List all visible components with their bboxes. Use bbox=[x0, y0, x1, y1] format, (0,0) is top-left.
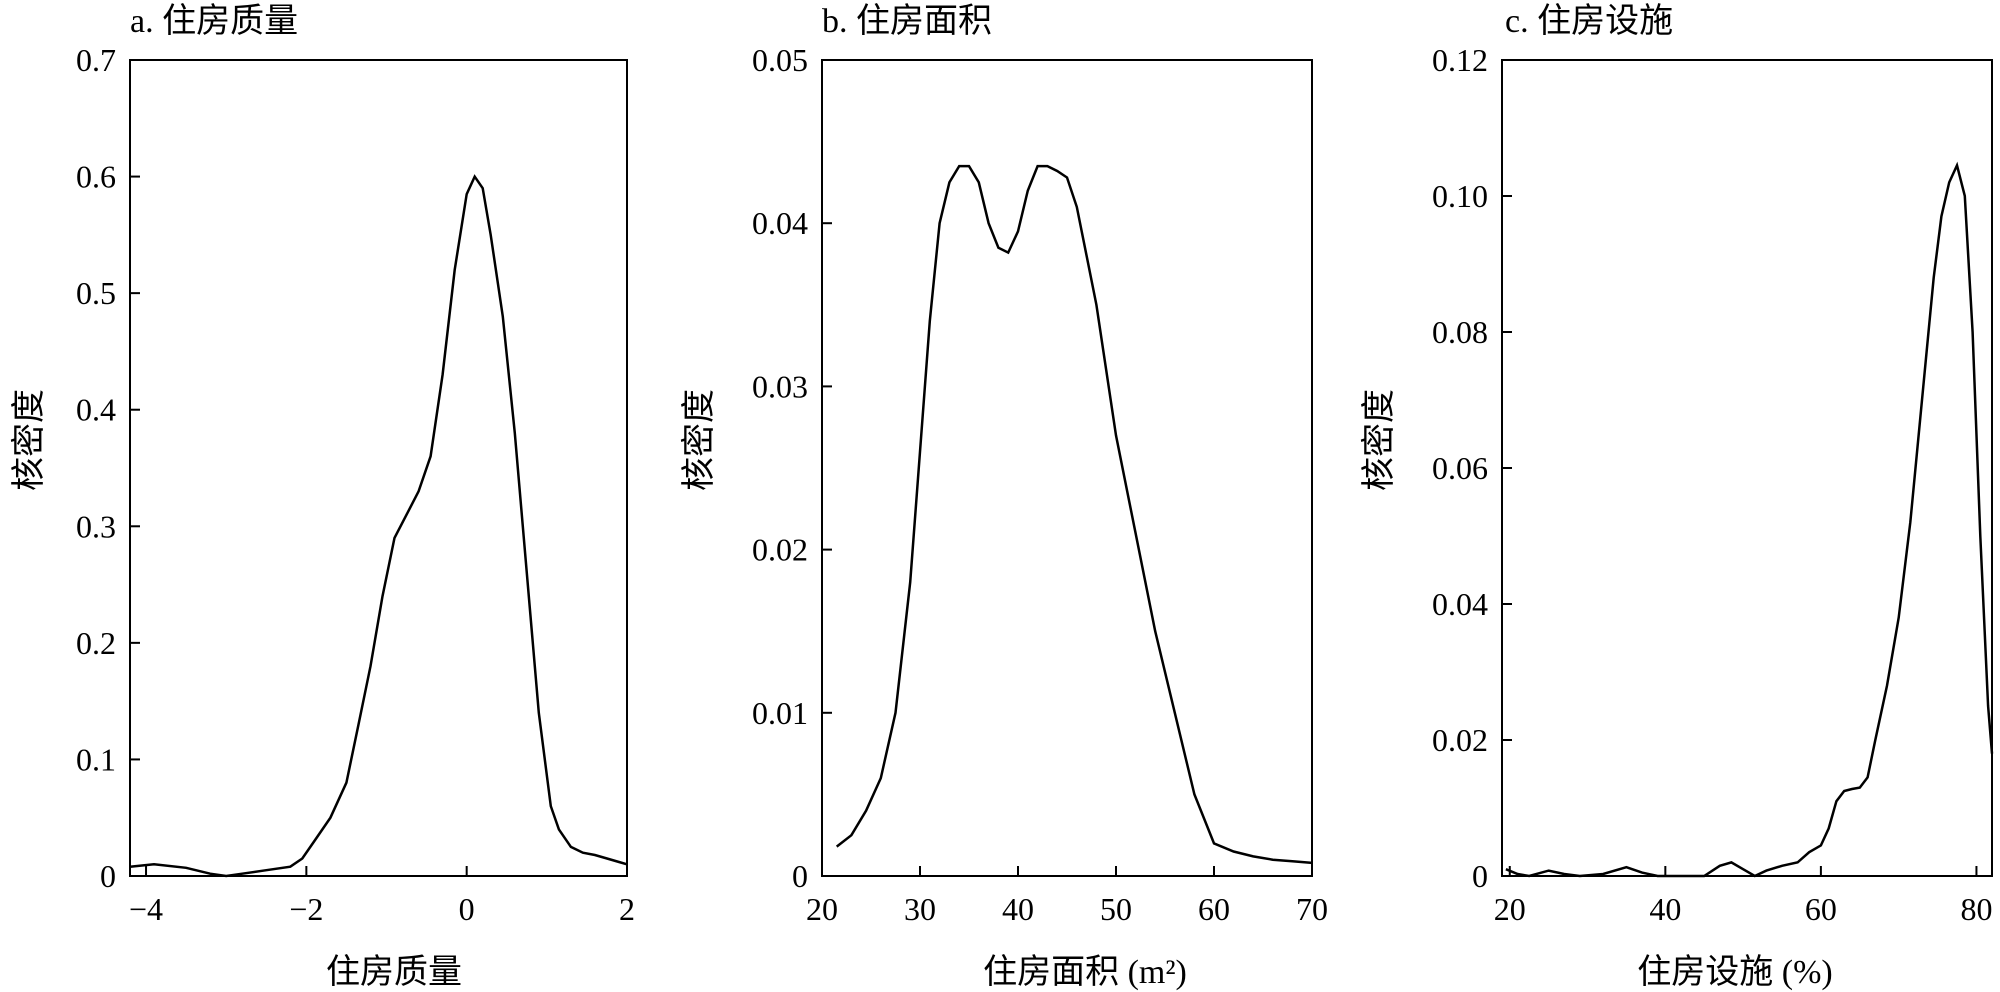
panel-b-x-tick-label: 20 bbox=[806, 891, 838, 927]
panel-a-y-tick-label: 0.1 bbox=[76, 741, 116, 777]
panel-b-y-tick-label: 0.01 bbox=[752, 695, 808, 731]
panel-housing-area: b. 住房面积 住房面积 (m²) 核密度 20 30 40 50 60 70 0 0.01… bbox=[680, 2, 1328, 991]
panel-a-x-axis-label: 住房质量 bbox=[326, 953, 462, 991]
panel-housing-facilities: c. 住房设施 住房设施 (%) 核密度 20 40 60 80 00.020.040… bbox=[1360, 2, 1994, 991]
panel-c-y-axis-label: 核密度 bbox=[1360, 389, 1398, 491]
panel-b-y-tick-label: 0.02 bbox=[752, 532, 808, 568]
panel-c-x-axis-label: 住房设施 (%) bbox=[1637, 953, 1832, 991]
panel-a-x-ticks: −4 −2 0 2 bbox=[129, 866, 635, 927]
panel-c-y-tick-label: 0 bbox=[1472, 858, 1488, 894]
panel-b-x-tick-label: 60 bbox=[1198, 891, 1230, 927]
panel-a-plot-frame bbox=[129, 59, 628, 877]
panel-c-y-tick-label: 0.08 bbox=[1432, 314, 1488, 350]
panel-b-x-tick-label: 30 bbox=[904, 891, 936, 927]
panel-housing-quality: a. 住房质量 住房质量 核密度 −4 −2 0 2 0 0.1 0.2 0.3 0.4 0.5… bbox=[10, 2, 635, 991]
panel-b-y-tick-label: 0 bbox=[792, 858, 808, 894]
panel-b-y-ticks: 0 0.01 0.02 0.03 0.04 0.05 bbox=[752, 42, 832, 894]
panel-c-x-tick-label: 40 bbox=[1649, 891, 1681, 927]
panel-b-x-tick-label: 40 bbox=[1002, 891, 1034, 927]
panel-a-y-tick-label: 0.4 bbox=[76, 392, 116, 428]
panel-a-y-tick-label: 0.7 bbox=[76, 42, 116, 78]
panel-a-x-tick-label: −4 bbox=[129, 891, 163, 927]
panel-a-x-tick-label: 2 bbox=[619, 891, 635, 927]
panel-b-x-tick-label: 70 bbox=[1296, 891, 1328, 927]
panel-a-y-axis-label: 核密度 bbox=[10, 389, 48, 491]
panel-c-x-tick-label: 20 bbox=[1494, 891, 1526, 927]
panel-c-y-ticks: 0 0.02 0.04 0.06 0.08 0.10 0.12 bbox=[1432, 42, 1512, 894]
panel-c-y-tick-label: 0.06 bbox=[1432, 450, 1488, 486]
panel-a-y-tick-label: 0.2 bbox=[76, 625, 116, 661]
panel-c-density-line bbox=[1505, 161, 1994, 878]
panel-a-density-line bbox=[129, 174, 628, 878]
panel-a-y-tick-label: 0 bbox=[100, 858, 116, 894]
panel-b-plot-frame bbox=[821, 59, 1313, 877]
panel-b-y-tick-label: 0.05 bbox=[752, 42, 808, 78]
panel-b-y-axis-label: 核密度 bbox=[680, 389, 718, 491]
panel-b-x-ticks: 20 30 40 50 60 70 bbox=[806, 866, 1328, 927]
panel-c-y-tick-label: 0.10 bbox=[1432, 178, 1488, 214]
panel-c-y-tick-label: 0.02 bbox=[1432, 722, 1488, 758]
panel-c-title: c. 住房设施 bbox=[1505, 2, 1673, 40]
panel-c-y-tick-label: 0.04 bbox=[1432, 586, 1488, 622]
panel-b-title: b. 住房面积 bbox=[822, 2, 992, 40]
panel-a-x-tick-label: 0 bbox=[459, 891, 475, 927]
panel-c-y-tick-label: 0.12 bbox=[1432, 42, 1488, 78]
panel-c-plot-frame bbox=[1501, 59, 1993, 877]
panel-c-x-tick-label: 60 bbox=[1805, 891, 1837, 927]
panel-b-density-line bbox=[835, 164, 1313, 865]
panel-a-y-tick-label: 0.3 bbox=[76, 508, 116, 544]
panel-b-y-tick-label: 0.04 bbox=[752, 205, 808, 241]
panel-a-y-ticks: 0 0.1 0.2 0.3 0.4 0.5 0.6 0.7 bbox=[76, 42, 140, 894]
panel-a-x-tick-label: −2 bbox=[289, 891, 323, 927]
panel-a-y-tick-label: 0.5 bbox=[76, 275, 116, 311]
panel-b-x-axis-label: 住房面积 (m²) bbox=[983, 953, 1187, 991]
panel-b-y-tick-label: 0.03 bbox=[752, 368, 808, 404]
panel-c-x-tick-label: 80 bbox=[1960, 891, 1992, 927]
panel-b-x-tick-label: 50 bbox=[1100, 891, 1132, 927]
panel-a-title: a. 住房质量 bbox=[130, 2, 298, 40]
panel-a-y-tick-label: 0.6 bbox=[76, 159, 116, 195]
